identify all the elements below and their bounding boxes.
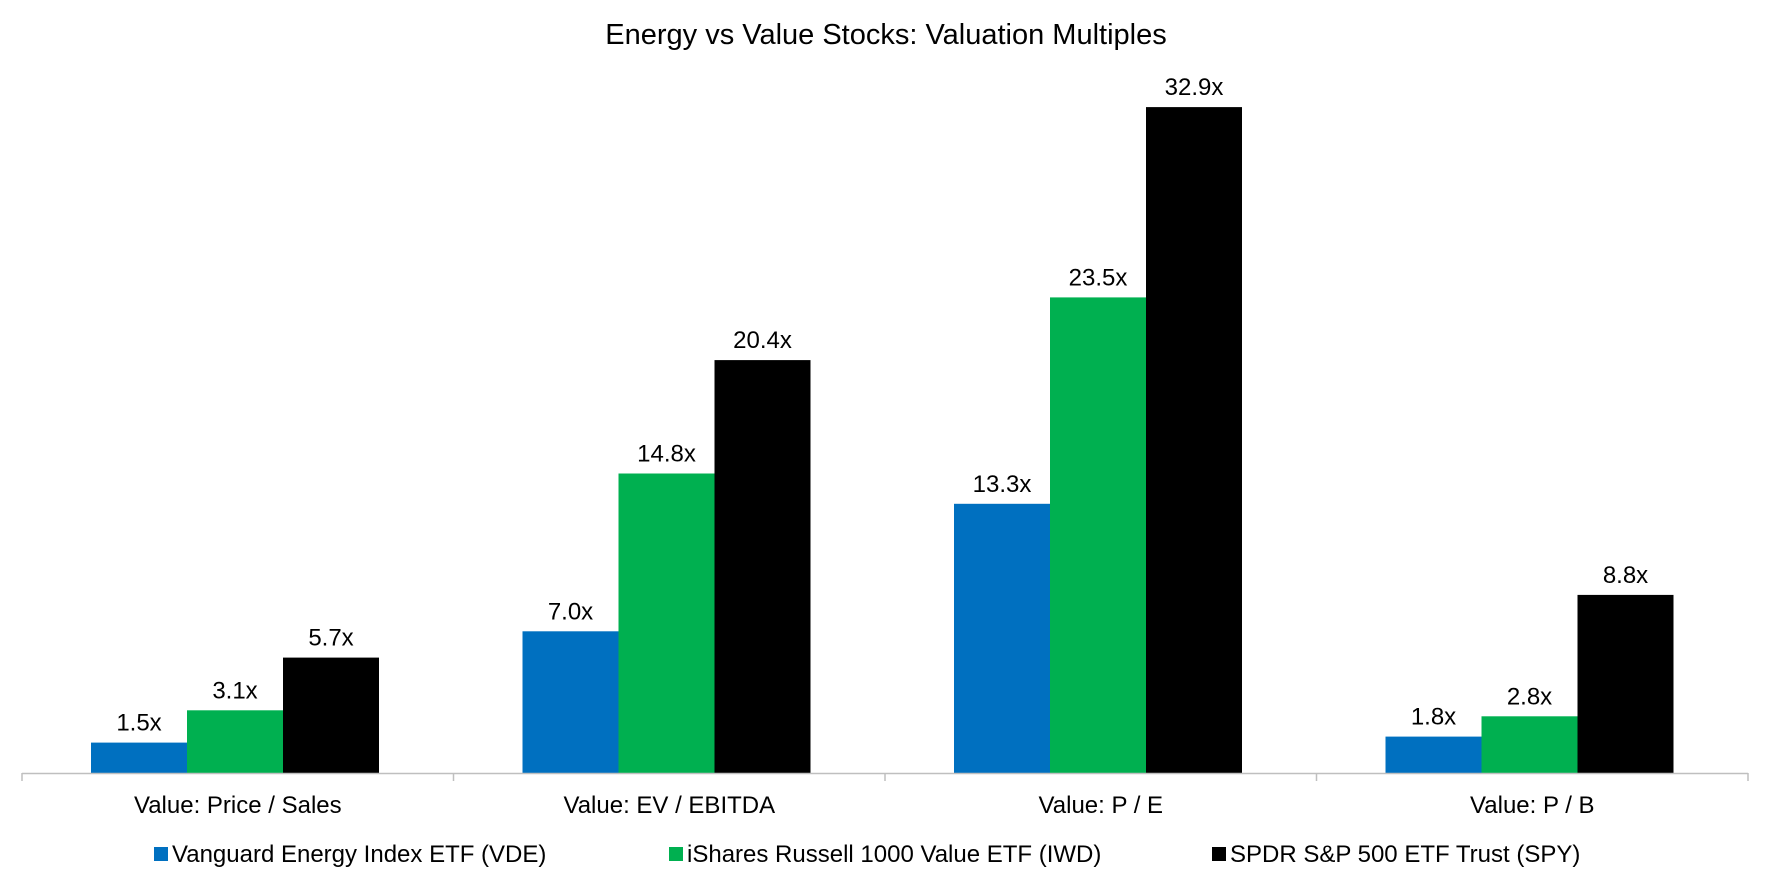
legend-label-series-1: Vanguard Energy Index ETF (VDE): [172, 841, 546, 868]
x-tick-label-value-p-e: Value: P / E: [1039, 792, 1164, 819]
legend-swatch-series-1: [154, 847, 168, 861]
data-label-value-p-e-series-3: 32.9x: [1165, 74, 1224, 101]
bar-value-p-b-series-2: [1481, 716, 1578, 773]
data-labels-layer: 1.5x 3.1x 5.7x 7.0x 14.8x 20.4x 13.3x 23.5x 32.9…: [116, 74, 1648, 737]
bar-value-p-e-series-2: [1050, 297, 1146, 773]
data-label-value-ev-ebitda-series-1: 7.0x: [548, 598, 593, 625]
bar-value-ev-ebitda-series-3: [714, 360, 811, 773]
data-label-value-price-sales-series-3: 5.7x: [308, 625, 353, 652]
data-label-value-price-sales-series-2: 3.1x: [212, 677, 257, 704]
data-label-value-p-b-series-3: 8.8x: [1603, 562, 1648, 589]
legend-label-series-3: SPDR S&P 500 ETF Trust (SPY): [1230, 841, 1580, 868]
legend-label-series-2: iShares Russell 1000 Value ETF (IWD): [687, 841, 1101, 868]
x-tick-label-value-p-b: Value: P / B: [1470, 792, 1595, 819]
data-label-value-p-b-series-2: 2.8x: [1507, 683, 1552, 710]
bar-value-p-e-series-1: [954, 503, 1050, 773]
data-label-value-p-e-series-2: 23.5x: [1069, 264, 1128, 291]
bar-value-price-sales-series-2: [187, 710, 283, 773]
x-tick-label-value-ev-ebitda: Value: EV / EBITDA: [563, 792, 775, 819]
x-tick-label-value-price-sales: Value: Price / Sales: [134, 792, 342, 819]
chart-title: Energy vs Value Stocks: Valuation Multip…: [605, 19, 1166, 51]
bar-value-ev-ebitda-series-1: [522, 631, 619, 773]
bar-value-p-e-series-3: [1146, 107, 1242, 774]
data-label-value-p-e-series-1: 13.3x: [973, 471, 1032, 498]
bar-value-p-b-series-3: [1577, 594, 1674, 773]
bars-layer: [91, 107, 1674, 774]
x-axis: Value: Price / Sales Value: EV / EBITDA Va…: [21, 772, 1749, 819]
bar-value-p-b-series-1: [1385, 736, 1482, 773]
bar-value-price-sales-series-3: [283, 657, 379, 773]
bar-value-ev-ebitda-series-2: [618, 473, 715, 773]
data-label-value-p-b-series-1: 1.8x: [1411, 704, 1456, 731]
data-label-value-price-sales-series-1: 1.5x: [116, 710, 161, 737]
legend-swatch-series-3: [1212, 847, 1226, 861]
legend-swatch-series-2: [669, 847, 683, 861]
bar-value-price-sales-series-1: [91, 742, 187, 773]
data-label-value-ev-ebitda-series-2: 14.8x: [637, 441, 696, 468]
legend: Vanguard Energy Index ETF (VDE) iShares R…: [154, 841, 1580, 868]
data-label-value-ev-ebitda-series-3: 20.4x: [733, 327, 792, 354]
